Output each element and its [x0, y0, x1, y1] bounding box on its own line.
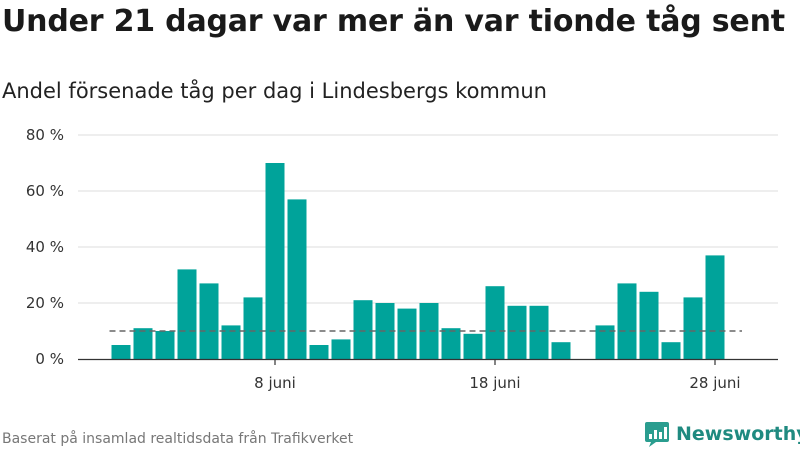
y-axis-labels: 0 % 20 % 40 % 60 % 80 % [26, 126, 64, 368]
bar [507, 305, 527, 359]
bar [177, 269, 197, 359]
bar [133, 328, 153, 359]
bar [155, 331, 175, 359]
bar [419, 303, 439, 359]
chart-title: Under 21 dagar var mer än var tionde tåg… [2, 4, 785, 39]
bar [353, 300, 373, 359]
bar [661, 342, 681, 359]
y-tick-label: 20 % [26, 294, 64, 312]
bar [221, 325, 241, 359]
bar [309, 345, 329, 359]
bar [441, 328, 461, 359]
bars [111, 163, 725, 359]
x-tick-label: 28 juni [689, 374, 740, 392]
bar [639, 291, 659, 359]
y-tick-label: 40 % [26, 238, 64, 256]
y-tick-label: 80 % [26, 126, 64, 144]
x-tick-label: 8 juni [254, 374, 296, 392]
brand-name: Newsworthy [676, 423, 800, 445]
y-tick-label: 0 % [35, 350, 64, 368]
bar-chart: 0 % 20 % 40 % 60 % 80 % 8 juni 18 juni 28 juni [26, 126, 778, 392]
bar [463, 333, 483, 359]
bar [331, 339, 351, 359]
bar [265, 163, 285, 359]
bar [705, 255, 725, 359]
bar [111, 345, 131, 359]
bar [199, 283, 219, 359]
bar [397, 308, 417, 359]
bar [683, 297, 703, 359]
x-axis: 8 juni 18 juni 28 juni [78, 358, 778, 392]
bar [243, 297, 263, 359]
bar [617, 283, 637, 359]
bar [595, 325, 615, 359]
bar [485, 286, 505, 359]
x-tick-label: 18 juni [469, 374, 520, 392]
bar [551, 342, 571, 359]
source-note: Baserat på insamlad realtidsdata från Tr… [2, 431, 354, 447]
chart-subtitle: Andel försenade tåg per dag i Lindesberg… [2, 79, 547, 103]
y-tick-label: 60 % [26, 182, 64, 200]
bar [529, 305, 549, 359]
newsworthy-logo-icon [645, 422, 669, 447]
bar [287, 199, 307, 359]
newsworthy-logo: Newsworthy [644, 420, 800, 448]
